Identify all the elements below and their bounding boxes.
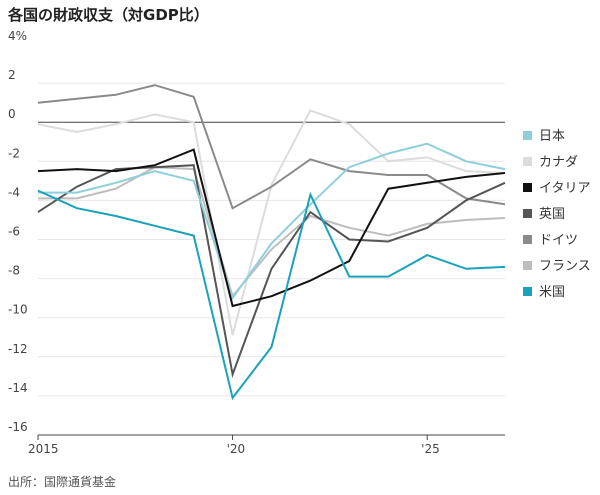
- y-tick-label: -16: [8, 420, 28, 434]
- x-tick-label: '20: [227, 442, 246, 456]
- series-line-6: [37, 189, 506, 401]
- chart-title: 各国の財政収支（対GDP比）: [7, 6, 209, 24]
- y-tick-label: -10: [8, 303, 28, 317]
- series-line-1: [37, 109, 506, 336]
- y-tick-label: -2: [8, 146, 20, 160]
- legend-swatch: [523, 131, 532, 140]
- legend-swatch: [523, 209, 532, 218]
- legend-swatch: [523, 235, 532, 244]
- legend-swatch: [523, 183, 532, 192]
- legend-label: 英国: [539, 207, 565, 222]
- y-tick-label: 2: [8, 68, 16, 82]
- lines-layer: [37, 84, 506, 401]
- x-tick-label: '25: [421, 442, 440, 456]
- legend-label: 日本: [539, 129, 565, 144]
- source-note: 出所：国際通貨基金: [8, 474, 116, 489]
- y-tick-label: -14: [8, 381, 28, 395]
- legend-label: ドイツ: [539, 233, 578, 248]
- legend-label: フランス: [539, 259, 591, 274]
- y-tick-label: -8: [8, 264, 20, 278]
- series-line-4: [37, 84, 506, 210]
- series-line-3: [37, 164, 506, 379]
- legend-label: カナダ: [539, 155, 578, 170]
- series-line-0: [38, 142, 506, 301]
- series-line-5: [38, 166, 506, 299]
- y-tick-label: 0: [8, 107, 16, 121]
- y-tick-label: 4%: [8, 29, 27, 43]
- y-tick-label: -6: [8, 225, 20, 239]
- y-tick-label: -12: [8, 342, 28, 356]
- legend-swatch: [523, 157, 532, 166]
- y-tick-label: -4: [8, 185, 20, 199]
- legend-label: イタリア: [539, 181, 590, 196]
- legend-swatch: [523, 261, 532, 270]
- x-tick-label: 2015: [28, 442, 59, 456]
- legend-swatch: [523, 287, 532, 296]
- legend-label: 米国: [539, 285, 565, 300]
- series-line-2: [37, 148, 506, 308]
